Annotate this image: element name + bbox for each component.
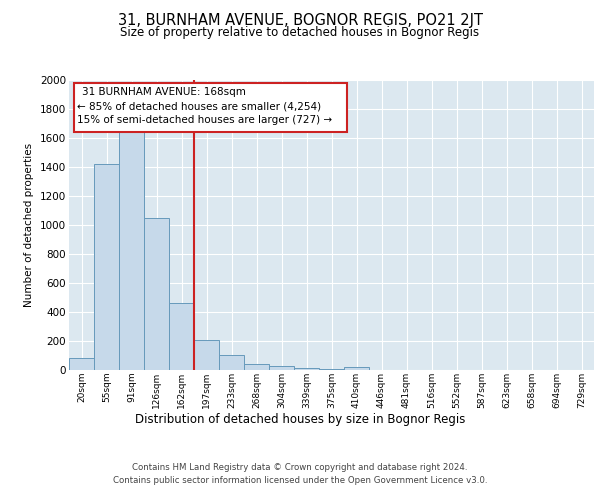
FancyBboxPatch shape bbox=[74, 83, 347, 132]
Text: Distribution of detached houses by size in Bognor Regis: Distribution of detached houses by size … bbox=[135, 412, 465, 426]
Bar bbox=[144, 218, 169, 370]
Bar bbox=[269, 366, 294, 370]
Text: ← 85% of detached houses are smaller (4,254): ← 85% of detached houses are smaller (4,… bbox=[77, 102, 321, 112]
Bar bbox=[219, 355, 244, 370]
Text: 31, BURNHAM AVENUE, BOGNOR REGIS, PO21 2JT: 31, BURNHAM AVENUE, BOGNOR REGIS, PO21 2… bbox=[118, 12, 482, 28]
Text: 31 BURNHAM AVENUE: 168sqm: 31 BURNHAM AVENUE: 168sqm bbox=[82, 87, 246, 97]
Text: Contains HM Land Registry data © Crown copyright and database right 2024.: Contains HM Land Registry data © Crown c… bbox=[132, 462, 468, 471]
Bar bbox=[69, 358, 94, 370]
Bar bbox=[169, 304, 194, 370]
Bar bbox=[194, 340, 219, 370]
Y-axis label: Number of detached properties: Number of detached properties bbox=[25, 143, 34, 307]
Text: Contains public sector information licensed under the Open Government Licence v3: Contains public sector information licen… bbox=[113, 476, 487, 485]
Bar bbox=[244, 364, 269, 370]
Bar bbox=[94, 164, 119, 370]
Bar bbox=[119, 132, 144, 370]
Bar bbox=[294, 368, 319, 370]
Text: 15% of semi-detached houses are larger (727) →: 15% of semi-detached houses are larger (… bbox=[77, 116, 332, 126]
Bar bbox=[344, 367, 369, 370]
Bar bbox=[319, 368, 344, 370]
Text: Size of property relative to detached houses in Bognor Regis: Size of property relative to detached ho… bbox=[121, 26, 479, 39]
